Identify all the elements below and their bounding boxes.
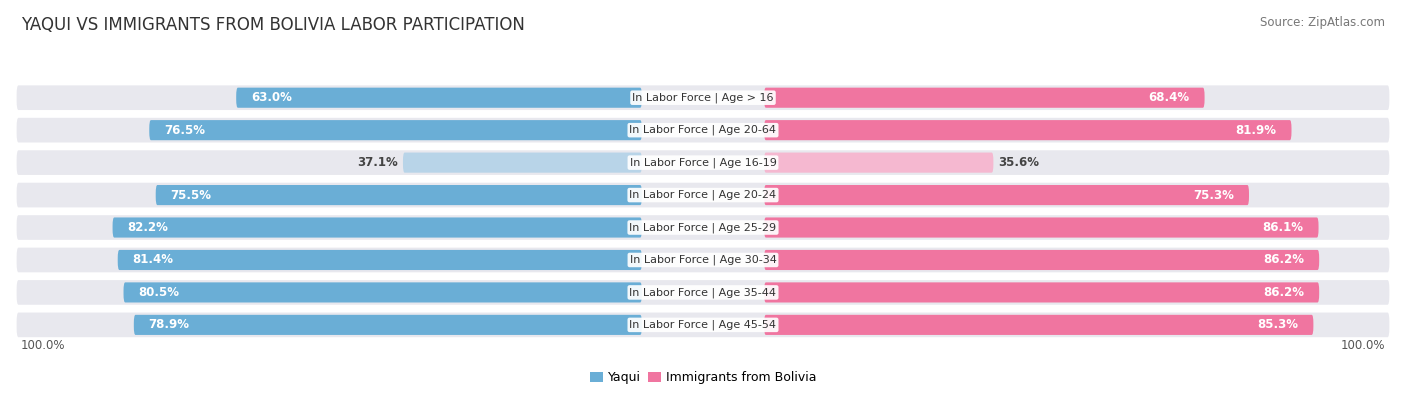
Text: 37.1%: 37.1%: [357, 156, 398, 169]
FancyBboxPatch shape: [17, 280, 1389, 305]
Text: YAQUI VS IMMIGRANTS FROM BOLIVIA LABOR PARTICIPATION: YAQUI VS IMMIGRANTS FROM BOLIVIA LABOR P…: [21, 16, 524, 34]
Text: In Labor Force | Age 30-34: In Labor Force | Age 30-34: [630, 255, 776, 265]
Text: 81.9%: 81.9%: [1236, 124, 1277, 137]
Text: 75.3%: 75.3%: [1194, 188, 1234, 201]
Text: In Labor Force | Age 20-24: In Labor Force | Age 20-24: [630, 190, 776, 200]
FancyBboxPatch shape: [765, 282, 1319, 303]
FancyBboxPatch shape: [765, 185, 1249, 205]
Text: In Labor Force | Age 45-54: In Labor Force | Age 45-54: [630, 320, 776, 330]
FancyBboxPatch shape: [17, 248, 1389, 272]
Text: 100.0%: 100.0%: [1341, 339, 1385, 352]
Text: 35.6%: 35.6%: [998, 156, 1039, 169]
FancyBboxPatch shape: [124, 282, 641, 303]
FancyBboxPatch shape: [17, 183, 1389, 207]
Text: 82.2%: 82.2%: [128, 221, 169, 234]
FancyBboxPatch shape: [236, 88, 641, 108]
Text: In Labor Force | Age 16-19: In Labor Force | Age 16-19: [630, 157, 776, 168]
FancyBboxPatch shape: [149, 120, 641, 140]
Text: 75.5%: 75.5%: [170, 188, 212, 201]
FancyBboxPatch shape: [17, 312, 1389, 337]
FancyBboxPatch shape: [765, 120, 1292, 140]
FancyBboxPatch shape: [112, 218, 641, 237]
Text: 86.2%: 86.2%: [1263, 286, 1305, 299]
Text: 86.1%: 86.1%: [1263, 221, 1303, 234]
Text: 63.0%: 63.0%: [252, 91, 292, 104]
Text: Source: ZipAtlas.com: Source: ZipAtlas.com: [1260, 16, 1385, 29]
Legend: Yaqui, Immigrants from Bolivia: Yaqui, Immigrants from Bolivia: [585, 367, 821, 389]
FancyBboxPatch shape: [134, 315, 641, 335]
Text: 80.5%: 80.5%: [138, 286, 180, 299]
Text: 86.2%: 86.2%: [1263, 254, 1305, 267]
FancyBboxPatch shape: [17, 118, 1389, 143]
Text: 78.9%: 78.9%: [149, 318, 190, 331]
Text: 76.5%: 76.5%: [165, 124, 205, 137]
FancyBboxPatch shape: [765, 315, 1313, 335]
FancyBboxPatch shape: [17, 85, 1389, 110]
Text: In Labor Force | Age 25-29: In Labor Force | Age 25-29: [630, 222, 776, 233]
Text: 100.0%: 100.0%: [21, 339, 65, 352]
FancyBboxPatch shape: [765, 152, 994, 173]
Text: In Labor Force | Age 35-44: In Labor Force | Age 35-44: [630, 287, 776, 298]
FancyBboxPatch shape: [404, 152, 641, 173]
FancyBboxPatch shape: [765, 250, 1319, 270]
FancyBboxPatch shape: [765, 88, 1205, 108]
Text: In Labor Force | Age > 16: In Labor Force | Age > 16: [633, 92, 773, 103]
FancyBboxPatch shape: [17, 215, 1389, 240]
Text: 68.4%: 68.4%: [1149, 91, 1189, 104]
Text: 85.3%: 85.3%: [1257, 318, 1299, 331]
FancyBboxPatch shape: [118, 250, 641, 270]
Text: 81.4%: 81.4%: [132, 254, 173, 267]
FancyBboxPatch shape: [156, 185, 641, 205]
Text: In Labor Force | Age 20-64: In Labor Force | Age 20-64: [630, 125, 776, 135]
FancyBboxPatch shape: [765, 218, 1319, 237]
FancyBboxPatch shape: [17, 150, 1389, 175]
